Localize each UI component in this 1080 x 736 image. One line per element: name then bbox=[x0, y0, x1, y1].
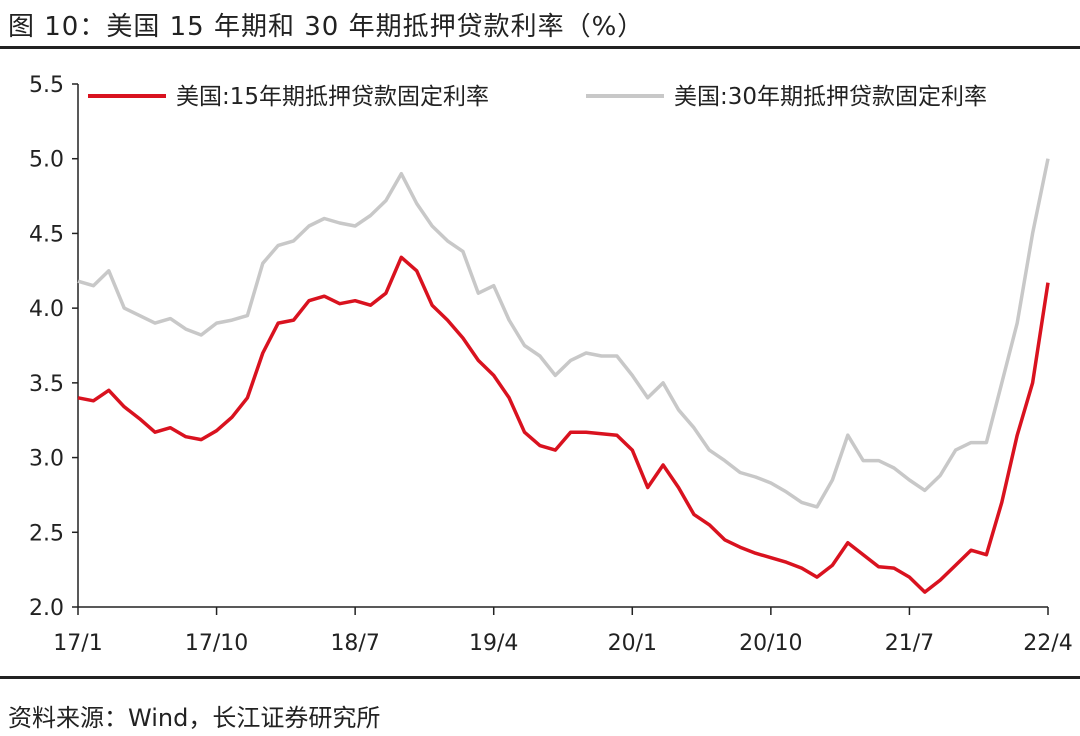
x-tick-label: 18/7 bbox=[330, 631, 379, 656]
source-note: 资料来源：Wind，长江证券研究所 bbox=[8, 704, 381, 732]
x-tick-label: 17/10 bbox=[185, 631, 248, 656]
y-tick-label: 4.5 bbox=[29, 222, 64, 247]
title-divider bbox=[0, 46, 1080, 49]
series-line-15y bbox=[77, 255, 1050, 594]
x-tick-label: 21/7 bbox=[885, 631, 934, 656]
figure-title: 图 10：美国 15 年期和 30 年期抵押贷款利率（%） bbox=[8, 12, 645, 42]
chart-axes: 5.5 5.0 4.5 4.0 3.5 3.0 2.5 2.0 17/1 17/10 18/7 19/… bbox=[29, 73, 1073, 656]
chart-legend: 美国:15年期抵押贷款固定利率 美国:30年期抵押贷款固定利率 bbox=[88, 84, 987, 110]
x-tick-label: 17/1 bbox=[53, 631, 102, 656]
y-tick-label: 5.0 bbox=[29, 148, 64, 173]
y-tick-label: 2.5 bbox=[29, 521, 64, 546]
legend-item-30y-label: 美国:30年期抵押贷款固定利率 bbox=[674, 84, 987, 110]
y-tick-label: 4.0 bbox=[29, 297, 64, 322]
source-divider bbox=[0, 676, 1080, 679]
x-tick-label: 22/4 bbox=[1023, 631, 1072, 656]
chart-series bbox=[77, 158, 1050, 594]
line-chart: 5.5 5.0 4.5 4.0 3.5 3.0 2.5 2.0 17/1 17/10 18/7 19/… bbox=[29, 73, 1073, 656]
x-tick-label: 19/4 bbox=[469, 631, 518, 656]
y-tick-label: 2.0 bbox=[29, 596, 64, 621]
series-line-30y bbox=[77, 158, 1050, 509]
y-tick-label: 5.5 bbox=[29, 73, 64, 98]
y-tick-label: 3.0 bbox=[29, 447, 64, 472]
x-tick-label: 20/10 bbox=[739, 631, 802, 656]
x-tick-label: 20/1 bbox=[608, 631, 657, 656]
y-tick-label: 3.5 bbox=[29, 372, 64, 397]
legend-item-15y-label: 美国:15年期抵押贷款固定利率 bbox=[176, 84, 489, 110]
